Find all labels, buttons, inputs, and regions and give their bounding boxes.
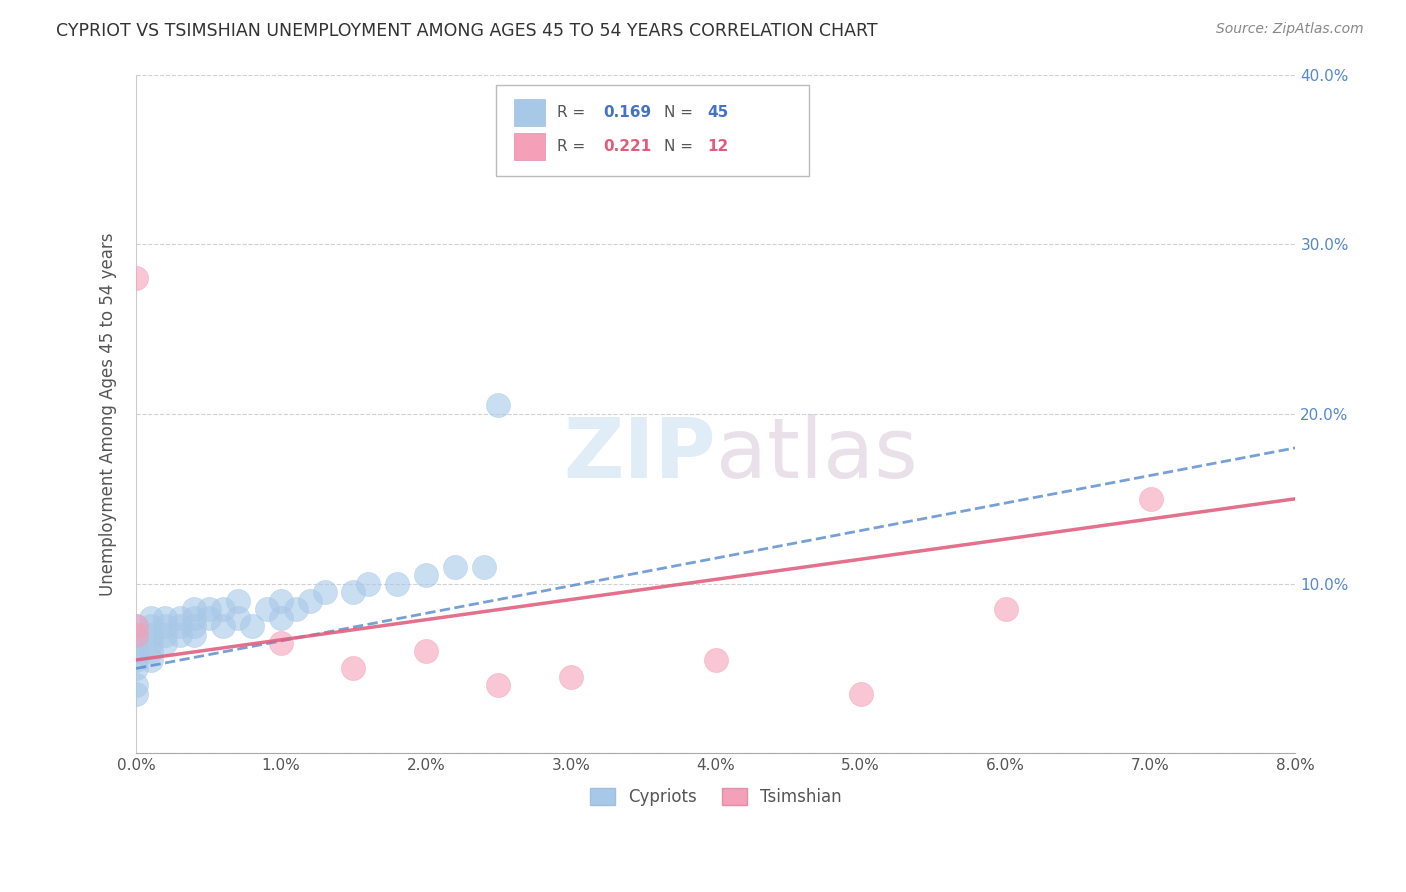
Point: [125, 627, 148, 641]
Point: [385, 576, 408, 591]
Point: [139, 627, 162, 641]
Point: [183, 627, 205, 641]
Point: [153, 636, 176, 650]
Point: [284, 602, 307, 616]
Point: [314, 585, 336, 599]
Point: [212, 619, 235, 633]
Point: [444, 559, 467, 574]
Point: [415, 644, 437, 658]
Point: [270, 636, 292, 650]
Point: [169, 627, 191, 641]
FancyBboxPatch shape: [515, 99, 546, 126]
Point: [183, 602, 205, 616]
FancyBboxPatch shape: [495, 85, 808, 177]
Point: [153, 610, 176, 624]
Point: [226, 593, 249, 607]
Text: 0.169: 0.169: [603, 105, 651, 120]
Point: [270, 610, 292, 624]
Point: [849, 687, 872, 701]
Point: [197, 602, 219, 616]
Point: [704, 653, 727, 667]
Text: 12: 12: [707, 139, 728, 154]
Point: [125, 627, 148, 641]
Point: [226, 610, 249, 624]
Point: [125, 661, 148, 675]
Point: [139, 610, 162, 624]
Point: [139, 644, 162, 658]
Text: atlas: atlas: [716, 414, 918, 495]
Point: [256, 602, 278, 616]
Point: [139, 636, 162, 650]
Text: R =: R =: [557, 139, 591, 154]
Text: 45: 45: [707, 105, 728, 120]
Point: [125, 619, 148, 633]
Point: [270, 593, 292, 607]
Point: [139, 619, 162, 633]
Point: [125, 271, 148, 285]
Point: [486, 399, 509, 413]
Point: [994, 602, 1017, 616]
Point: [415, 568, 437, 582]
Legend: Cypriots, Tsimshian: Cypriots, Tsimshian: [583, 781, 848, 813]
Point: [139, 653, 162, 667]
Point: [169, 610, 191, 624]
Point: [125, 678, 148, 692]
Point: [342, 661, 364, 675]
Point: [153, 619, 176, 633]
Point: [125, 636, 148, 650]
Point: [342, 585, 364, 599]
Point: [357, 576, 380, 591]
Point: [183, 619, 205, 633]
Point: [183, 610, 205, 624]
Point: [169, 619, 191, 633]
Point: [125, 687, 148, 701]
Point: [472, 559, 495, 574]
Point: [125, 653, 148, 667]
Text: ZIP: ZIP: [564, 414, 716, 495]
Text: N =: N =: [664, 139, 697, 154]
Text: R =: R =: [557, 105, 591, 120]
Point: [240, 619, 263, 633]
Text: Source: ZipAtlas.com: Source: ZipAtlas.com: [1216, 22, 1364, 37]
Point: [486, 678, 509, 692]
Point: [125, 619, 148, 633]
Y-axis label: Unemployment Among Ages 45 to 54 years: Unemployment Among Ages 45 to 54 years: [100, 232, 117, 596]
Point: [125, 644, 148, 658]
Point: [197, 610, 219, 624]
Point: [560, 670, 582, 684]
Text: N =: N =: [664, 105, 697, 120]
Point: [153, 627, 176, 641]
FancyBboxPatch shape: [515, 133, 546, 160]
Point: [298, 593, 321, 607]
Text: CYPRIOT VS TSIMSHIAN UNEMPLOYMENT AMONG AGES 45 TO 54 YEARS CORRELATION CHART: CYPRIOT VS TSIMSHIAN UNEMPLOYMENT AMONG …: [56, 22, 877, 40]
Text: 0.221: 0.221: [603, 139, 651, 154]
Point: [212, 602, 235, 616]
Point: [1139, 491, 1161, 506]
